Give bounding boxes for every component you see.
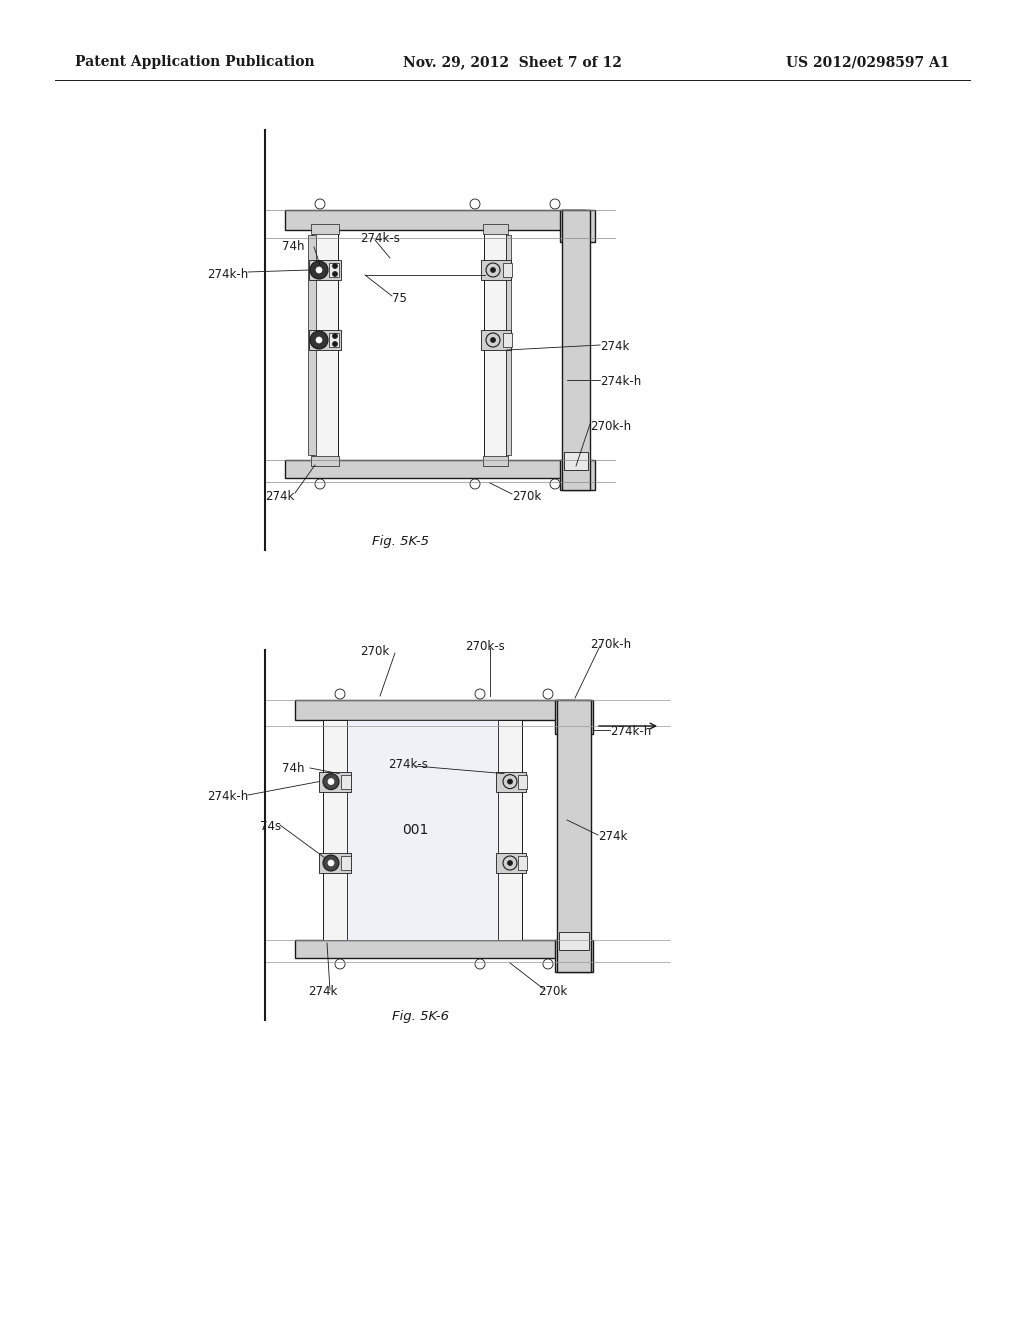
Text: 274k-h: 274k-h [207,268,248,281]
Bar [347,719,498,940]
Circle shape [508,861,512,866]
Bar [481,330,511,350]
Text: 74h: 74h [282,762,304,775]
Bar [506,235,511,455]
Bar [496,772,526,792]
Bar [285,210,585,230]
Bar [323,719,347,940]
Bar [564,451,588,470]
Bar [311,455,339,466]
Bar [562,210,590,490]
Bar [329,333,339,347]
Text: 274k: 274k [598,830,628,843]
Bar [484,230,506,459]
Text: 274k-h: 274k-h [600,375,641,388]
Circle shape [543,689,553,700]
Bar [560,210,595,242]
Text: 270k-h: 270k-h [590,420,631,433]
Circle shape [550,199,560,209]
Bar [312,230,338,459]
Circle shape [333,272,338,276]
Bar [295,700,575,719]
Text: 74s: 74s [260,820,282,833]
Circle shape [333,334,338,338]
Text: 274k: 274k [600,341,630,352]
Circle shape [550,479,560,488]
Bar [319,853,351,873]
Bar [295,940,575,958]
Bar [285,459,585,478]
Circle shape [323,774,339,789]
Text: 270k-s: 270k-s [465,640,505,653]
Text: 001: 001 [401,822,428,837]
Bar [518,855,527,870]
Bar [503,333,512,347]
Bar [483,455,508,466]
Circle shape [310,261,328,279]
Circle shape [315,479,325,488]
Bar [481,260,511,280]
Circle shape [333,264,338,268]
Bar [496,853,526,873]
Circle shape [328,779,334,784]
Bar [560,459,595,490]
Bar [309,260,341,280]
Circle shape [333,342,338,346]
Bar [483,224,508,234]
Circle shape [323,855,339,871]
Circle shape [470,479,480,488]
Circle shape [310,331,328,348]
Bar [341,775,351,788]
Text: Fig. 5K-5: Fig. 5K-5 [372,535,428,548]
Bar [309,330,341,350]
Bar [498,719,522,940]
Circle shape [315,199,325,209]
Bar [308,235,316,455]
Text: 274k-s: 274k-s [388,758,428,771]
Circle shape [316,337,322,343]
Text: Patent Application Publication: Patent Application Publication [75,55,314,69]
Bar [503,263,512,277]
Bar [555,940,593,972]
Text: 74h: 74h [282,240,304,253]
Text: 274k: 274k [308,985,337,998]
Text: 270k: 270k [512,490,542,503]
Bar [329,263,339,277]
Bar [518,775,527,788]
Bar [559,932,589,950]
Circle shape [490,268,496,272]
Text: 270k: 270k [538,985,567,998]
Bar [341,855,351,870]
Text: 270k-h: 270k-h [590,638,631,651]
Text: 274k-h: 274k-h [207,789,248,803]
Text: 274k-h: 274k-h [610,725,651,738]
Bar [557,700,591,972]
Circle shape [475,689,485,700]
Circle shape [470,199,480,209]
Bar [311,224,339,234]
Text: 270k: 270k [360,645,389,657]
Text: 274k-s: 274k-s [360,232,400,246]
Text: 274k: 274k [265,490,294,503]
Circle shape [328,861,334,866]
Circle shape [316,267,322,273]
Circle shape [490,338,496,342]
Bar [319,772,351,792]
Text: Nov. 29, 2012  Sheet 7 of 12: Nov. 29, 2012 Sheet 7 of 12 [402,55,622,69]
Circle shape [335,960,345,969]
Circle shape [335,689,345,700]
Circle shape [508,779,512,784]
Text: Fig. 5K-6: Fig. 5K-6 [391,1010,449,1023]
Text: 75: 75 [392,292,407,305]
Circle shape [543,960,553,969]
Text: US 2012/0298597 A1: US 2012/0298597 A1 [786,55,950,69]
Bar [555,700,593,734]
Circle shape [475,960,485,969]
